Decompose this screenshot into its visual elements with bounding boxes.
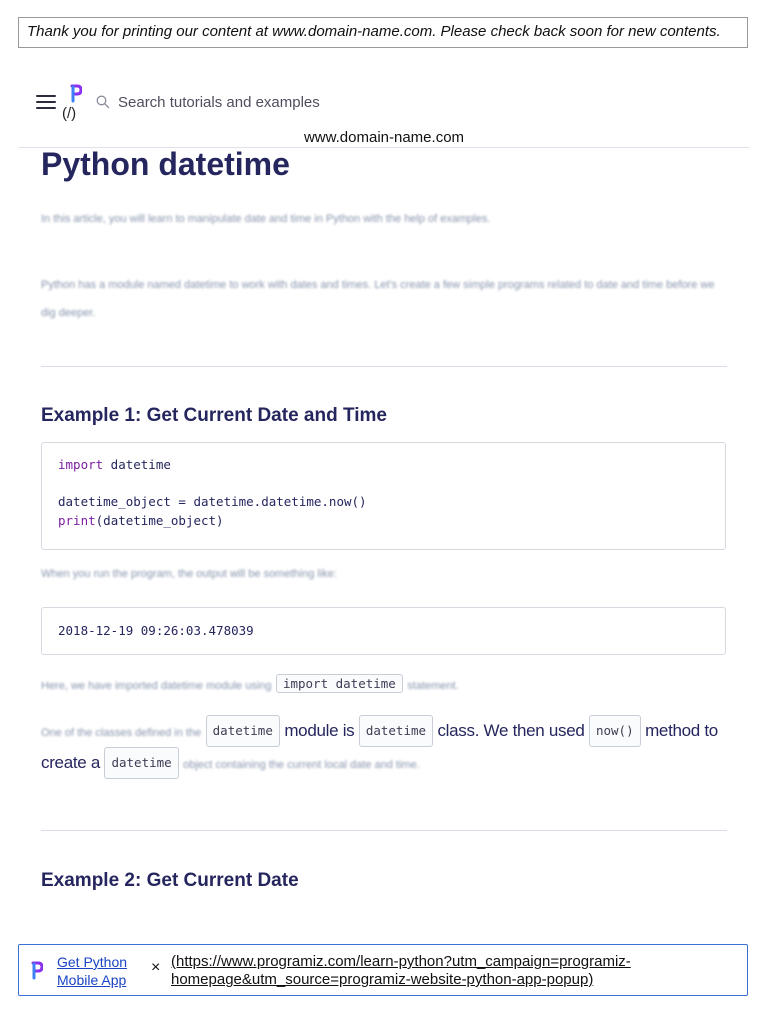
- paragraph-import: Here, we have imported datetime module u…: [41, 674, 731, 694]
- paragraph-text: method to create a: [41, 721, 718, 772]
- get-app-link-line-2[interactable]: Mobile App: [57, 972, 127, 988]
- paragraph-text: Here, we have imported datetime module u…: [41, 680, 272, 692]
- inline-code: datetime: [358, 715, 434, 747]
- paragraph-text: module is: [284, 721, 355, 740]
- app-url-text: (https://www.programiz.com/learn-python?…: [171, 953, 631, 988]
- output-block: 2018-12-19 09:26:03.478039: [41, 607, 726, 655]
- inline-code: import datetime: [275, 674, 403, 693]
- search-icon: [96, 95, 110, 109]
- intro-paragraph-1: In this article, you will learn to manip…: [41, 213, 491, 225]
- code-text: datetime_object = datetime.datetime.now(…: [58, 494, 367, 509]
- example-2-heading: Example 2: Get Current Date: [41, 870, 299, 891]
- code-text: datetime: [103, 457, 171, 472]
- paragraph-text: object containing the current local date…: [183, 759, 420, 771]
- menu-icon[interactable]: [36, 95, 56, 111]
- inline-code: now(): [588, 715, 641, 747]
- programiz-logo-icon: [70, 84, 82, 103]
- logo-link-text[interactable]: (/): [62, 105, 77, 122]
- app-promo-bar: Get Python Mobile App × (https://www.pro…: [18, 944, 748, 996]
- search-input[interactable]: [118, 91, 448, 113]
- paragraph-text: One of the classes defined in the: [41, 727, 202, 739]
- run-description: When you run the program, the output wil…: [41, 568, 337, 580]
- domain-header: www.domain-name.com: [303, 129, 465, 146]
- code-keyword: import: [58, 457, 104, 472]
- paragraph-text: statement.: [407, 680, 459, 692]
- logo-link[interactable]: (/): [62, 82, 88, 124]
- section-divider: [41, 366, 727, 367]
- code-keyword: print: [58, 512, 96, 528]
- code-block[interactable]: import datetime datetime_object = dateti…: [41, 442, 726, 550]
- programiz-logo-icon: [31, 961, 43, 980]
- paragraph-text: class. We then used: [437, 721, 585, 740]
- get-app-link-line-1[interactable]: Get Python: [57, 954, 128, 970]
- paragraph-datetime-class: One of the classes defined in the dateti…: [41, 715, 731, 779]
- close-icon[interactable]: ×: [151, 959, 161, 976]
- header-divider: [18, 147, 750, 148]
- print-banner: Thank you for printing our content at ww…: [18, 17, 748, 48]
- page-title: Python datetime: [41, 146, 290, 182]
- intro-paragraph-2: Python has a module named datetime to wo…: [41, 279, 715, 319]
- top-navigation: (/): [0, 82, 768, 126]
- example-1-heading: Example 1: Get Current Date and Time: [41, 405, 387, 426]
- inline-code: datetime: [104, 747, 179, 779]
- section-divider: [41, 830, 727, 831]
- inline-code: datetime: [205, 715, 280, 747]
- code-text: (datetime_object): [95, 512, 224, 528]
- get-app-link[interactable]: Get Python Mobile App: [57, 953, 127, 989]
